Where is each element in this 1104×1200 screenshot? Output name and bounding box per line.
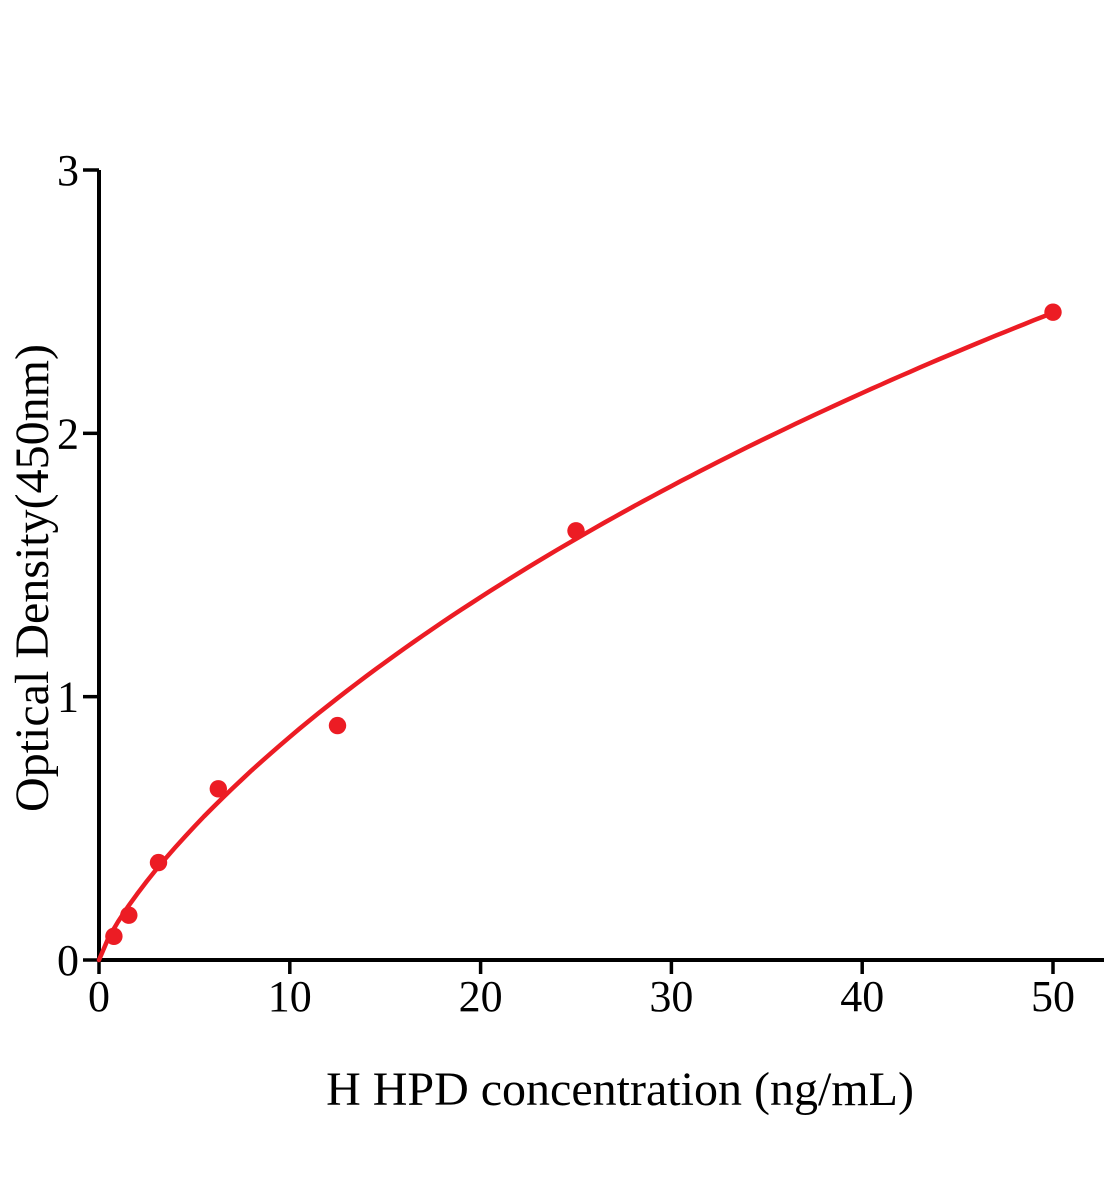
y-axis-title: Optical Density(450nm) [6, 344, 59, 812]
x-tick-label: 10 [268, 972, 312, 1021]
data-point [567, 522, 585, 540]
data-point [105, 927, 123, 945]
x-tick-label: 0 [88, 972, 110, 1021]
x-tick-label: 30 [649, 972, 693, 1021]
data-point [149, 853, 168, 872]
fit-curve-line [96, 310, 1056, 963]
x-tick-label: 50 [1031, 972, 1075, 1021]
x-axis-title: H HPD concentration (ng/mL) [326, 1063, 914, 1116]
y-tick-label: 1 [57, 673, 79, 722]
data-point [120, 906, 138, 924]
data-point [209, 780, 227, 798]
y-tick-label: 2 [57, 409, 79, 458]
data-point [1044, 303, 1062, 321]
x-tick-label: 40 [840, 972, 884, 1021]
x-tick-label: 20 [459, 972, 503, 1021]
data-point [328, 716, 347, 735]
y-tick-label: 0 [57, 936, 79, 985]
y-tick-label: 3 [57, 146, 79, 195]
